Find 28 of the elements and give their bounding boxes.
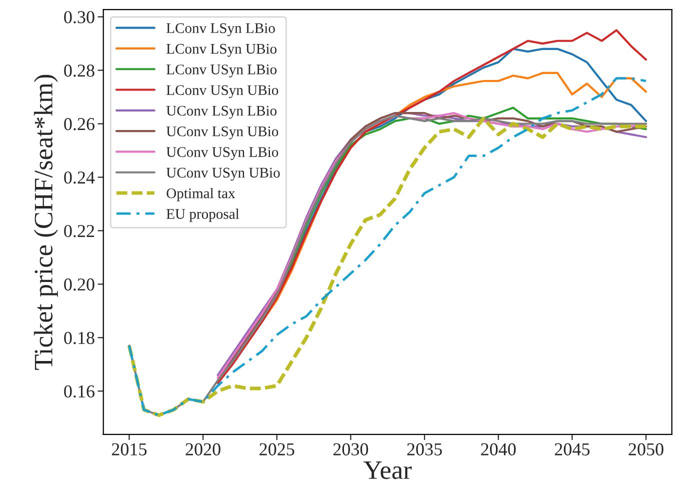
x-tick-label: 2040 [481, 443, 516, 456]
legend-label: UConv LSyn UBio [166, 126, 278, 140]
y-tick-label: 0.30 [64, 11, 94, 24]
y-tick-label: 0.20 [64, 278, 94, 291]
legend-label: UConv LSyn LBio [166, 106, 277, 119]
x-tick-label: 2035 [407, 443, 442, 456]
x-tick-label: 2045 [554, 443, 590, 456]
x-tick-label: 2025 [260, 443, 294, 456]
legend-label: LConv USyn LBio [166, 64, 277, 78]
legend-label: LConv LSyn UBio [166, 44, 277, 57]
y-tick-label: 0.22 [64, 224, 94, 238]
x-tick-label: 2030 [333, 443, 368, 456]
x-tick-label: 2015 [112, 443, 147, 456]
legend-label: EU proposal [166, 208, 240, 222]
legend-label: Optimal tax [166, 188, 236, 202]
legend-label: LConv LSyn LBio [166, 23, 275, 36]
y-tick-label: 0.16 [64, 385, 94, 398]
x-tick-label: 2050 [628, 443, 664, 456]
x-axis-title: Year [364, 462, 412, 480]
y-axis-title: Ticket price (CHF/seat*km) [34, 74, 58, 370]
y-tick-label: 0.18 [64, 332, 94, 344]
legend-label: LConv USyn UBio [166, 85, 278, 98]
y-tick-label: 0.26 [64, 118, 94, 130]
legend-label: UConv USyn UBio [166, 168, 280, 181]
legend-label: UConv USyn LBio [166, 147, 278, 160]
y-tick-label: 0.24 [64, 171, 95, 184]
y-tick-label: 0.28 [64, 64, 94, 77]
x-tick-label: 2020 [186, 443, 220, 456]
